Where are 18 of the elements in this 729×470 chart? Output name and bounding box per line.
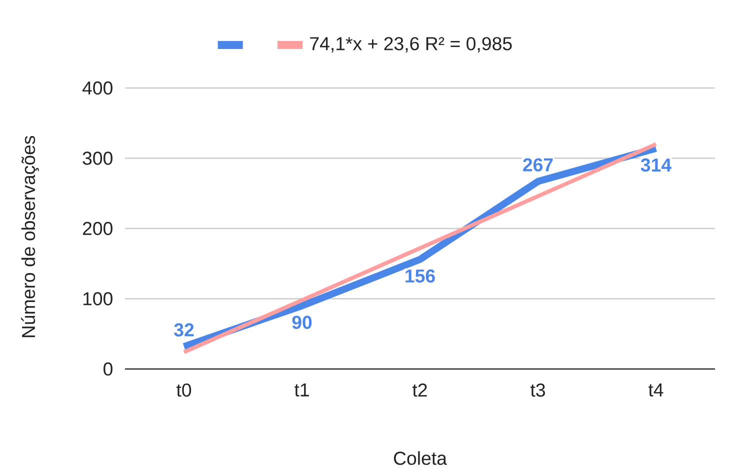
y-tick-label: 200 <box>82 222 112 236</box>
data-label: 267 <box>523 158 553 172</box>
y-tick-label: 100 <box>83 292 112 306</box>
data-label: 314 <box>640 158 672 172</box>
x-tick-label: t0 <box>176 383 192 397</box>
x-tick-label: t2 <box>412 383 427 397</box>
y-tick-label: 300 <box>82 152 112 165</box>
data-label: 156 <box>406 269 435 283</box>
x-axis-title: Coleta <box>394 451 447 465</box>
data-label: 90 <box>292 316 312 329</box>
y-tick-label: 400 <box>82 81 112 95</box>
y-tick-label: 0 <box>104 362 112 376</box>
legend-label: 74,1*x + 23,6 R² = 0,985 <box>310 37 512 52</box>
x-tick-label: t4 <box>648 383 664 396</box>
x-tick-label: t3 <box>530 383 545 397</box>
data-label: 32 <box>174 323 194 337</box>
x-tick-label: t1 <box>294 383 309 396</box>
y-axis-title: Número de observações <box>21 136 39 338</box>
